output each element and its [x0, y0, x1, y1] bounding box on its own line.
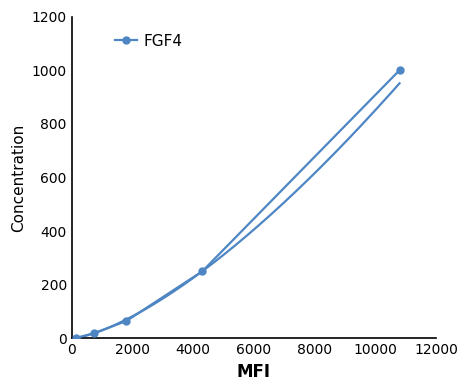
FGF4: [199, 269, 205, 274]
Line: FGF4: FGF4: [73, 67, 403, 341]
FGF4: [91, 331, 97, 336]
X-axis label: MFI: MFI: [237, 363, 271, 381]
FGF4: [397, 68, 402, 73]
FGF4: [73, 336, 79, 340]
FGF4: [123, 319, 129, 323]
Legend: FGF4: FGF4: [108, 27, 189, 55]
Y-axis label: Concentration: Concentration: [11, 123, 26, 232]
